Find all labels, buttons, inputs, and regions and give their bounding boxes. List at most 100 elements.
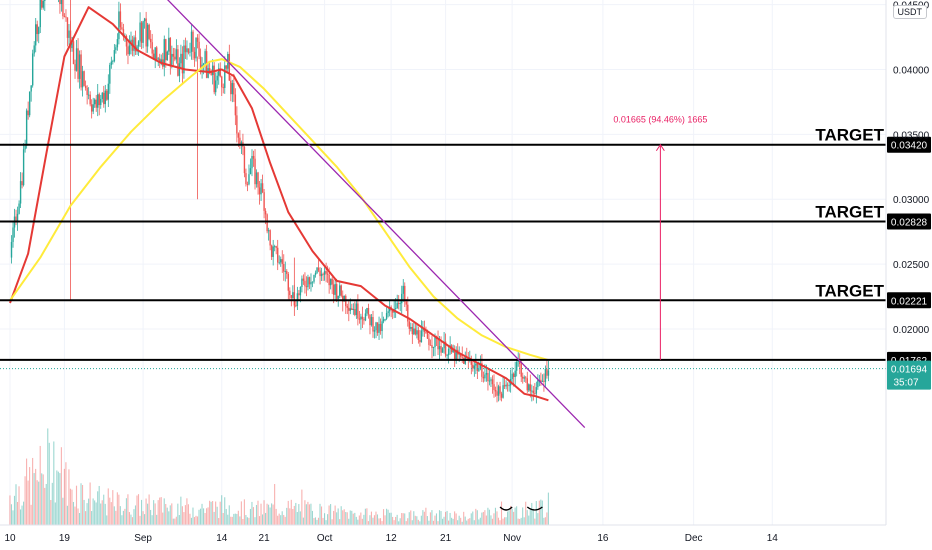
measure-tool[interactable]: 0.01665 (94.46%) 1665 — [613, 115, 707, 360]
candle-body — [19, 181, 22, 204]
volume-bar — [18, 486, 20, 525]
volume-bar — [351, 510, 353, 525]
candle-body — [245, 173, 247, 185]
volume-bar — [150, 509, 152, 525]
price-tag-text: 0.03420 — [891, 141, 928, 152]
candle-body — [41, 0, 43, 8]
volume-bar — [183, 512, 185, 525]
candle-body — [423, 329, 426, 332]
volume-bar — [423, 511, 425, 525]
volume-bar — [286, 507, 288, 525]
volume-bar — [496, 511, 498, 525]
candle-body — [219, 68, 221, 77]
candle-body — [148, 24, 150, 39]
trendline[interactable] — [152, 0, 586, 428]
volume-bar — [500, 501, 503, 525]
volume-bar — [413, 511, 415, 525]
candle-body — [304, 280, 306, 287]
candle-body — [157, 58, 159, 60]
volume-bar — [21, 505, 23, 525]
candle-body — [336, 284, 338, 299]
countdown-text: 35:07 — [893, 378, 918, 389]
candle-body — [215, 80, 217, 93]
volume-bar — [293, 505, 295, 525]
candle-body — [528, 384, 530, 391]
volume-bar — [384, 515, 386, 525]
volume-bar — [399, 518, 401, 525]
candle-body — [547, 370, 550, 376]
volume-bar — [277, 515, 279, 525]
currency-badge[interactable]: USDT — [892, 5, 927, 19]
candle-body — [90, 104, 93, 112]
volume-bar — [510, 505, 512, 525]
volume-bar — [295, 502, 297, 525]
candle-body — [428, 338, 430, 345]
candle-body — [109, 64, 111, 84]
volume-bar — [45, 483, 47, 525]
volume-bar — [23, 501, 25, 525]
candle-body — [394, 308, 397, 309]
volume-bar — [340, 506, 342, 525]
candle-body — [355, 303, 358, 315]
candle-body — [360, 316, 362, 320]
candle-body — [440, 346, 442, 353]
candle-body — [525, 377, 527, 379]
price-axis[interactable]: 0.045000.040000.035000.030000.025000.020… — [885, 0, 930, 525]
volume-bar — [63, 468, 65, 525]
candle-body — [540, 379, 542, 382]
volume-bar — [113, 506, 115, 525]
candle-body — [196, 37, 199, 42]
volume-bar — [62, 497, 64, 525]
volume-bar — [95, 502, 97, 525]
volume-bar — [404, 513, 406, 525]
candle-body — [505, 384, 507, 387]
volume-bar — [75, 485, 78, 525]
candle-body — [496, 391, 498, 396]
volume-bar — [168, 511, 170, 525]
volume-bar — [452, 518, 454, 525]
volume-bar — [243, 499, 245, 525]
candle-body — [385, 313, 388, 319]
moving-averages — [9, 6, 549, 402]
volume-bar — [475, 508, 477, 525]
volume-bar — [162, 512, 164, 525]
candle-body — [431, 345, 433, 348]
volume-bar — [345, 512, 347, 525]
candle-body — [478, 368, 480, 371]
volume-bar — [82, 485, 84, 525]
volume-bar — [298, 504, 300, 525]
volume-bar — [94, 500, 96, 525]
candle-body — [35, 24, 37, 46]
volume-bar — [487, 507, 489, 525]
candle-body — [10, 241, 13, 258]
volume-bar — [352, 513, 354, 525]
candle-body — [62, 0, 64, 17]
candle-body — [506, 384, 509, 386]
volume-bar — [71, 489, 73, 525]
volume-bar — [325, 520, 327, 525]
volume-bar — [222, 513, 224, 525]
volume-bar — [266, 503, 268, 525]
volume-bar — [19, 509, 22, 525]
candle-body — [233, 83, 235, 95]
volume-bar — [127, 494, 129, 525]
volume-bar — [503, 517, 506, 525]
volume-bar — [107, 488, 109, 525]
candle-body — [154, 47, 156, 60]
volume-bar — [502, 518, 504, 525]
price-tick-label: 0.03000 — [893, 195, 930, 206]
volume-bar — [50, 499, 52, 525]
volume-bar — [382, 509, 385, 525]
candle-body — [281, 259, 283, 265]
candle-body — [195, 37, 197, 59]
volume-bar — [225, 508, 227, 525]
volume-bar — [434, 515, 436, 525]
candle-body — [434, 336, 436, 347]
candle-body — [532, 390, 535, 394]
time-axis[interactable]: 10 19 Sep 14 21 Oct 12 21 Nov 16 Dec 14 — [0, 524, 886, 544]
volume-bar — [457, 520, 459, 525]
candle-body — [21, 181, 23, 186]
volume-bar — [133, 509, 135, 525]
volume-bar — [485, 515, 487, 525]
